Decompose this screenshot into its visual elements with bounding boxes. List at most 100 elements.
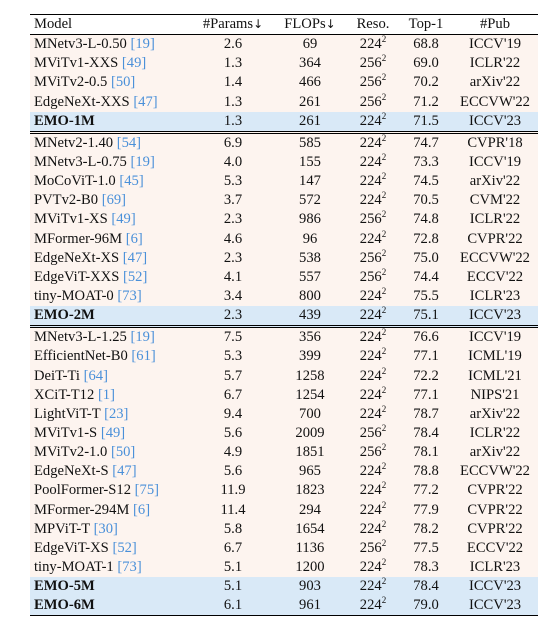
flops-cell: 572 [274, 191, 346, 211]
table-row: LightViT-T [23] 9.4 700 2242 78.7 arXiv'22 [30, 404, 538, 424]
top1-value: 70.5 [413, 192, 439, 209]
citation-link: [6] [133, 501, 151, 518]
flops-cell: 294 [274, 500, 346, 520]
resolution-cell: 2242 [346, 325, 400, 348]
resolution-exponent: 2 [381, 266, 387, 277]
params-value: 2.6 [223, 36, 243, 53]
top1-cell: 78.1 [400, 443, 452, 463]
model-name: MNetv3-L-0.50 [34, 36, 127, 53]
flops-value: 1200 [295, 559, 325, 575]
resolution-exponent: 2 [381, 461, 387, 472]
params-cell: 6.7 [192, 538, 274, 558]
top1-cell: 78.7 [400, 404, 452, 424]
resolution-cell: 2562 [346, 73, 400, 93]
params-cell: 4.9 [192, 443, 274, 463]
top1-cell: 71.2 [400, 92, 452, 112]
venue-value: arXiv'22 [469, 173, 521, 190]
table-row: EdgeNeXt-S [47] 5.6 965 2242 78.8 ECCVW'22 [30, 461, 538, 482]
table-row: MPViT-T [30] 5.8 1654 2242 78.2 CVPR'22 [30, 518, 538, 539]
model-cell: EdgeNeXt-XS [47] [30, 248, 192, 268]
model-cell: EMO-6M [30, 596, 192, 617]
resolution-value: 224 [359, 386, 382, 403]
resolution-value: 224 [359, 173, 382, 190]
top1-cell: 77.5 [400, 538, 452, 558]
resolution-value: 224 [359, 463, 382, 480]
table-row: EfficientNet-B0 [61] 5.3 399 2242 77.1 ICML'1… [30, 347, 538, 367]
top1-cell: 74.7 [400, 130, 452, 153]
citation-link: [49] [121, 55, 147, 72]
venue-value: ICLR'23 [469, 288, 521, 305]
params-cell: 2.3 [192, 210, 274, 230]
venue-value: ICCV'19 [468, 154, 522, 171]
resolution-cell: 2242 [346, 500, 400, 520]
model-name: LightViT-T [34, 405, 101, 422]
resolution-exponent: 2 [381, 305, 387, 316]
resolution-exponent: 2 [381, 537, 387, 548]
venue-value: ICCV'19 [468, 329, 522, 346]
header-params-label: #Params [202, 16, 254, 33]
resolution-value: 224 [359, 520, 382, 537]
model-cell: MViTv2-1.0 [50] [30, 443, 192, 463]
flops-cell: 466 [274, 73, 346, 93]
top1-value: 78.3 [413, 559, 439, 575]
flops-cell: 903 [274, 577, 346, 597]
venue-value: ECCVW'22 [460, 93, 530, 110]
top1-value: 78.8 [413, 463, 439, 480]
citation-link: [52] [112, 539, 137, 556]
top1-value: 77.1 [413, 348, 439, 365]
venue-value: ICLR'23 [469, 559, 521, 575]
params-cell: 3.7 [192, 191, 274, 211]
table-row: MoCoViT-1.0 [45] 5.3 147 2242 74.5 arXiv'22 [30, 172, 538, 192]
venue-value: CVPR'22 [467, 230, 523, 247]
params-cell: 2.6 [192, 34, 274, 55]
resolution-cell: 2242 [346, 577, 400, 597]
venue-value: ICML'21 [468, 367, 522, 384]
model-name: DeiT-Ti [34, 367, 80, 384]
resolution-exponent: 2 [381, 595, 387, 606]
table-row: EdgeViT-XXS [52] 4.1 557 2562 74.4 ECCV'22 [30, 266, 538, 287]
resolution-value: 224 [359, 112, 382, 129]
params-value: 6.7 [223, 386, 243, 403]
resolution-cell: 2242 [346, 229, 400, 249]
resolution-cell: 2242 [346, 34, 400, 55]
model-cell: MNetv3-L-1.25 [19] [30, 325, 192, 348]
top1-cell: 70.2 [400, 73, 452, 93]
model-cell: tiny-MOAT-1 [73] [30, 557, 192, 578]
params-value: 5.6 [223, 463, 243, 480]
model-name: tiny-MOAT-0 [34, 288, 114, 305]
resolution-exponent: 2 [381, 518, 387, 529]
flops-value: 439 [299, 307, 321, 324]
model-name: MNetv2-1.40 [34, 134, 114, 151]
top1-value: 69.0 [413, 55, 439, 72]
params-value: 3.4 [223, 288, 243, 305]
venue-value: ICML'19 [468, 348, 522, 365]
table-row-highlighted: EMO-2M 2.3 439 2242 75.1 ICCV'23 [30, 306, 538, 327]
citation-link: [1] [97, 386, 115, 403]
venue-cell: ICLR'22 [452, 423, 538, 444]
model-name: MFormer-294M [34, 501, 130, 518]
venue-value: ECCV'22 [466, 539, 524, 556]
resolution-cell: 2242 [346, 111, 400, 133]
venue-cell: arXiv'22 [452, 172, 538, 192]
venue-cell: CVPR'18 [452, 130, 538, 153]
header-reso: Reso. [346, 13, 400, 36]
model-cell: XCiT-T12 [1] [30, 385, 192, 405]
citation-link: [73] [117, 288, 142, 305]
params-value: 7.5 [223, 329, 243, 346]
venue-value: ICCV'23 [468, 307, 522, 324]
top1-value: 72.2 [413, 367, 439, 384]
top1-value: 77.5 [413, 539, 439, 556]
venue-value: ICLR'22 [469, 425, 521, 442]
model-name: EfficientNet-B0 [34, 348, 128, 365]
params-value: 5.3 [223, 173, 243, 190]
flops-value: 399 [299, 348, 321, 365]
venue-cell: CVPR'22 [452, 229, 538, 249]
params-cell: 1.3 [192, 111, 274, 133]
flops-cell: 1200 [274, 557, 346, 578]
top1-cell: 68.8 [400, 34, 452, 55]
top1-cell: 77.1 [400, 347, 452, 367]
resolution-exponent: 2 [381, 190, 387, 201]
venue-cell: ICLR'23 [452, 557, 538, 578]
resolution-value: 256 [359, 74, 382, 91]
model-name: MNetv3-L-0.75 [34, 154, 127, 171]
